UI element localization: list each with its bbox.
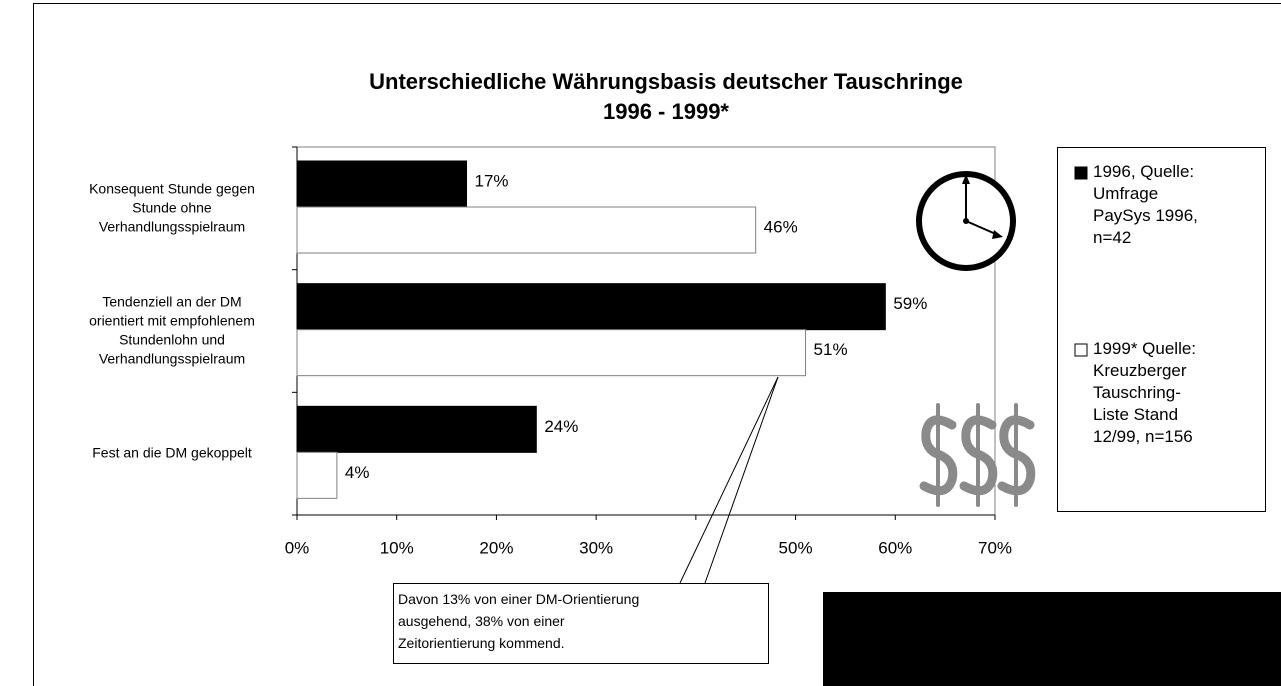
value-label: 51% (814, 340, 848, 359)
y-tick-label: Konsequent Stunde gegen Stunde ohne Verhan… (89, 180, 255, 234)
dollar-icon (919, 403, 1036, 507)
bar (296, 206, 757, 254)
x-tick-label: 30% (579, 538, 613, 557)
legend-label: 1996, Quelle: Umfrage PaySys 1996, n=42 (1093, 162, 1198, 247)
annotation: Davon 13% von einer DM-Orientierung ausge… (398, 591, 639, 651)
y-tick-label: Fest an die DM gekoppelt (92, 444, 252, 460)
bar (296, 329, 807, 377)
legend-swatch (1074, 166, 1088, 180)
callout-line (679, 376, 779, 584)
bar (296, 160, 468, 208)
callout-line (704, 376, 779, 584)
bar (296, 283, 886, 331)
value-label: 4% (345, 463, 370, 482)
legend-label: 1999* Quelle: Kreuzberger Tauschring-Liste… (1093, 339, 1196, 446)
x-tick-label: 0% (285, 538, 310, 557)
x-tick-label: 20% (479, 538, 513, 557)
clock-icon (916, 171, 1016, 271)
legend-swatch (1074, 343, 1088, 357)
chart-title: Unterschiedliche Währungsbasis deutscher… (369, 69, 963, 124)
y-tick-label: Tendenziell an der DM orientiert mit empf… (89, 293, 255, 366)
x-tick-label: 60% (878, 538, 912, 557)
value-label: 59% (893, 294, 927, 313)
value-label: 17% (475, 171, 509, 190)
x-tick-label: 10% (380, 538, 414, 557)
bar (296, 451, 338, 499)
x-tick-label: 50% (779, 538, 813, 557)
x-tick-label: 70% (978, 538, 1012, 557)
black-block (823, 592, 1281, 686)
value-label: 46% (764, 217, 798, 236)
bar (296, 405, 537, 453)
callout-box (393, 583, 769, 664)
value-label: 24% (544, 417, 578, 436)
legend-box (1057, 147, 1266, 512)
